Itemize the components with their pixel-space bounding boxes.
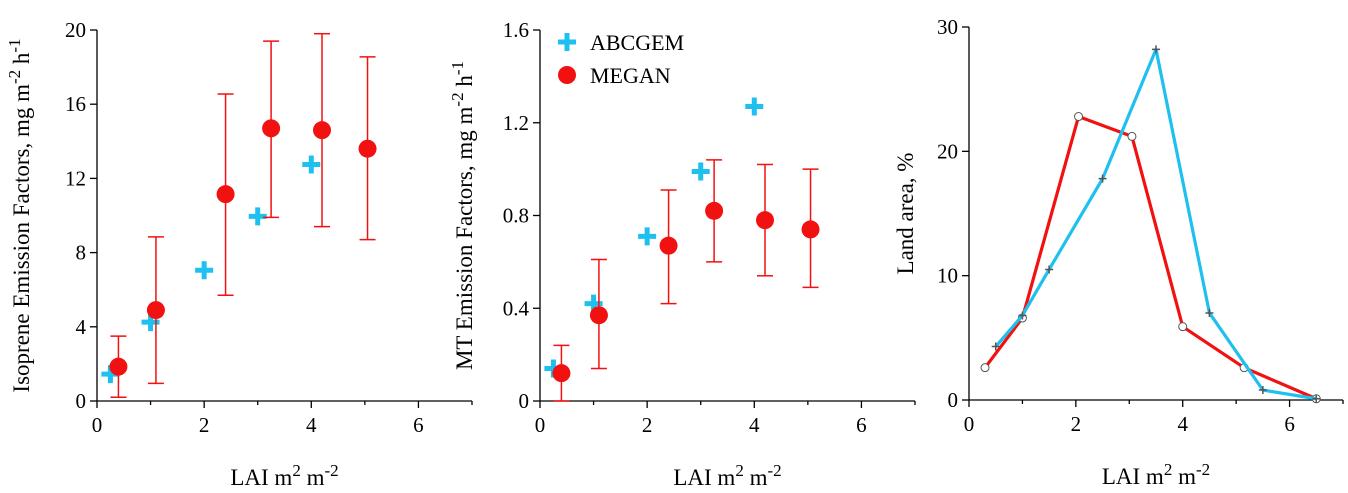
x-axis-title-text: LAI m (673, 465, 735, 490)
megan-point (801, 220, 820, 239)
megan-point (589, 306, 608, 325)
y-axis-title-sup: -2 (5, 70, 24, 84)
y-axis-title: MT Emission Factors, mg m-2 h-1 (448, 61, 478, 370)
abcgem-point (302, 155, 321, 174)
legend-label: ABCGEM (590, 30, 684, 55)
open-circle-point (1178, 322, 1188, 332)
x-tick-label: 6 (856, 413, 867, 437)
x-tick-label: 0 (535, 413, 546, 437)
plus-icon (558, 33, 576, 51)
abcgem-point (248, 207, 267, 226)
y-tick-label: 0 (76, 389, 87, 413)
y-axis-title-text: h (452, 75, 477, 93)
y-axis-title-text: MT Emission Factors, mg m (452, 106, 477, 370)
y-tick-label: 20 (65, 18, 86, 42)
x-tick-label: 2 (199, 413, 210, 437)
megan-point (109, 357, 128, 376)
plus-point (1152, 45, 1160, 54)
x-axis-title-text: m (744, 465, 768, 490)
megan-point (313, 121, 331, 140)
y-axis-title-sup: -2 (448, 92, 467, 106)
y-tick-label: 16 (65, 92, 86, 116)
x-tick-label: 6 (413, 413, 424, 437)
y-tick-label: 10 (937, 264, 958, 288)
x-axis-title-sup: 2 (735, 461, 744, 480)
x-tick-label: 0 (964, 412, 975, 436)
y-tick-label: 0 (948, 388, 959, 412)
plus-point (1312, 394, 1321, 403)
megan-point (358, 139, 377, 158)
plus-point (1258, 386, 1267, 395)
x-tick-label: 6 (1284, 412, 1295, 436)
y-tick-label: 8 (76, 241, 87, 265)
x-tick-label: 4 (749, 413, 760, 437)
x-tick-label: 4 (1177, 412, 1188, 436)
series-line-megan (983, 114, 1317, 401)
x-axis-title: LAI m2 m-2 (1102, 460, 1210, 490)
y-tick-label: 30 (937, 15, 958, 39)
legend-label: MEGAN (590, 63, 671, 88)
open-circle-point (980, 363, 990, 373)
y-axis-title: Land area, % (893, 153, 918, 275)
plus-point (1018, 311, 1027, 320)
y-axis-title-sup: -1 (5, 38, 24, 52)
x-axis-title: LAI m2 m-2 (230, 461, 338, 491)
x-tick-label: 2 (1071, 412, 1082, 436)
x-tick-label: 0 (92, 413, 103, 437)
plus-point (1098, 174, 1107, 183)
x-tick-label: 2 (642, 413, 653, 437)
open-circle-point (1074, 112, 1084, 122)
filled-circle-icon (558, 66, 576, 84)
y-tick-label: 4 (76, 315, 87, 339)
y-axis-title-text: h (9, 52, 34, 70)
x-axis-title-sup: -2 (1196, 460, 1210, 479)
y-tick-label: 0.4 (503, 296, 530, 320)
x-axis-title-text: m (301, 465, 325, 490)
x-axis-title-text: LAI m (1102, 464, 1164, 489)
megan-point (146, 301, 165, 320)
x-axis-title: LAI m2 m-2 (673, 461, 781, 491)
x-tick-label: 4 (306, 413, 317, 437)
y-axis-title: Isoprene Emission Factors, mg m-2 h-1 (5, 38, 35, 392)
x-axis-title-sup: -2 (324, 461, 338, 480)
x-axis-title-text: LAI m (230, 465, 292, 490)
megan-point (216, 185, 235, 204)
legend: ABCGEM MEGAN (558, 30, 684, 88)
y-tick-label: 0 (519, 389, 530, 413)
y-tick-label: 20 (937, 139, 958, 163)
y-tick-label: 1.6 (503, 18, 529, 42)
megan-point (705, 201, 724, 220)
y-tick-label: 12 (65, 166, 86, 190)
y-axis-title-text: Isoprene Emission Factors, mg m (9, 84, 34, 393)
megan-point (262, 119, 281, 138)
series-line-abcgem (994, 47, 1317, 401)
abcgem-point (195, 261, 214, 280)
megan-point (659, 236, 678, 255)
abcgem-point (745, 97, 764, 116)
x-axis-title-sup: -2 (767, 461, 781, 480)
plus-point (991, 342, 1000, 351)
megan-point (756, 211, 774, 230)
megan-point (552, 364, 571, 383)
x-axis-title-sup: 2 (1164, 460, 1173, 479)
y-tick-label: 0.8 (503, 204, 529, 228)
plus-point (1045, 265, 1054, 274)
x-axis-title-sup: 2 (292, 461, 301, 480)
y-axis-title-sup: -1 (448, 61, 467, 75)
x-axis-title-text: m (1172, 464, 1196, 489)
plus-point (1205, 308, 1214, 317)
open-circle-point (1127, 131, 1137, 141)
abcgem-point (691, 162, 710, 181)
abcgem-point (638, 227, 657, 246)
y-tick-label: 1.2 (503, 111, 529, 135)
y-axis-title-text: Land area, % (893, 153, 918, 275)
